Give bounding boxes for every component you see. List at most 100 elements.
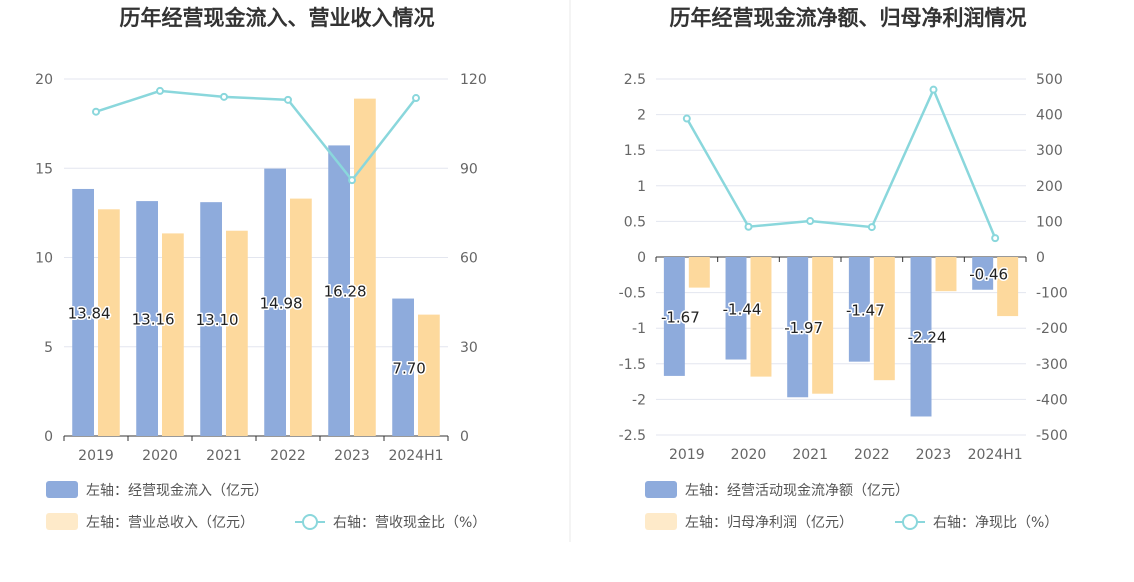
chart2-data-label: -1.67 [661, 308, 700, 326]
chart1-right-tick-label: 60 [460, 251, 478, 267]
chart1-x-tick-label: 2019 [78, 448, 114, 464]
chart2-right-tick-label: -100 [1036, 286, 1068, 302]
chart2-left-tick-label: 2 [637, 108, 646, 124]
chart1-bar-series1 [200, 202, 222, 436]
chart2-right-tick-label: -200 [1036, 321, 1068, 337]
chart1-right-tick-label: 30 [460, 340, 478, 356]
chart2-data-label: -0.46 [969, 265, 1008, 283]
chart2-x-tick-label: 2022 [854, 447, 890, 463]
chart2-left-tick-label: -0.5 [619, 286, 646, 302]
chart1-ratio-point [220, 92, 228, 101]
chart1-data-label: 7.70 [392, 359, 425, 377]
chart1-ratio-line [95, 89, 417, 183]
chart2-left-tick-label: -2.5 [619, 428, 646, 444]
chart1-left-tick-label: 20 [35, 72, 53, 88]
chart2-bar-series1 [663, 257, 685, 376]
chart2-x-tick-label: 2021 [792, 447, 828, 463]
chart2-ratio-point [867, 223, 876, 232]
chart1-left-tick-label: 15 [35, 161, 53, 177]
chart2-ratio-point [682, 114, 691, 123]
chart2-bar-series1 [972, 257, 994, 290]
chart2-right-tick-label: 200 [1036, 179, 1063, 195]
chart2-legend-swatch-series2 [645, 513, 677, 530]
chart2-right-tick-label: 300 [1036, 143, 1063, 159]
chart2-left-tick-label: 0.5 [624, 214, 646, 230]
chart2-ratio-point [806, 217, 815, 226]
chart1-ratio-point [348, 176, 356, 185]
chart2-legend-series2: 左轴：归母净利润（亿元） [685, 514, 853, 531]
chart2-right-tick-label: -500 [1036, 428, 1068, 444]
chart2-left-tick-label: 2.5 [624, 72, 646, 88]
chart2-bar-series2 [997, 257, 1019, 317]
chart1-bar-series1 [392, 298, 414, 436]
chart1-right-tick-label: 90 [460, 161, 478, 177]
chart1-x-tick-label: 2021 [206, 448, 242, 464]
chart2-x-tick-label: 2019 [669, 447, 705, 463]
chart2-legend-series1: 左轴：经营活动现金流净额（亿元） [685, 483, 909, 499]
chart2-bar-series1 [787, 257, 809, 398]
chart2-bar-series1 [725, 257, 747, 360]
chart1-bar-series2 [290, 198, 312, 436]
chart2-bar-series2 [935, 257, 957, 292]
chart1-bar-series2 [418, 314, 440, 436]
chart2-left-tick-label: 1 [637, 179, 646, 195]
chart2-bar-series1 [848, 257, 870, 362]
chart1-data-label: 13.84 [68, 304, 111, 322]
chart1-bar-series2 [98, 209, 120, 436]
chart1-title: 历年经营现金流入、营业收入情况 [120, 6, 435, 30]
chart1-left-tick-label: 5 [44, 340, 53, 356]
chart2-data-label: -1.97 [784, 319, 823, 337]
chart1-bar-series2 [162, 233, 184, 436]
chart1-data-label: 14.98 [260, 294, 303, 312]
chart1-ratio-point [412, 94, 420, 103]
chart2-x-tick-label: 2020 [731, 447, 767, 463]
chart2-legend-swatch-series1 [645, 481, 677, 498]
chart1-ratio-point [156, 86, 164, 95]
chart1-left-tick-label: 10 [35, 251, 53, 267]
chart1-right-tick-label: 0 [460, 429, 469, 445]
chart1-legend-swatch-series2 [46, 513, 78, 530]
chart2-bar-series1 [910, 257, 932, 417]
chart1-bar-series2 [354, 98, 376, 436]
chart1-data-label: 16.28 [324, 283, 367, 301]
chart1-legend-swatch-series1 [46, 481, 78, 498]
chart2-ratio-point [991, 234, 1000, 243]
chart1-right-tick-label: 120 [460, 72, 487, 88]
chart1-legend-series2: 左轴：营业总收入（亿元） [86, 515, 254, 531]
chart2-data-label: -2.24 [908, 329, 947, 347]
chart2-right-tick-label: 500 [1036, 72, 1063, 88]
chart1-bar-series1 [264, 168, 286, 436]
chart1-bar-series1 [72, 188, 94, 436]
chart1-data-label: 13.16 [132, 311, 175, 329]
chart1-x-tick-label: 2022 [270, 448, 306, 464]
chart2-bar-series2 [873, 257, 895, 381]
chart2-right-tick-label: -400 [1036, 392, 1068, 408]
chart1-ratio-point [284, 95, 292, 104]
chart1-data-label: 13.10 [196, 311, 239, 329]
chart2-left-tick-label: 0 [637, 250, 646, 266]
chart1-bar-series1 [136, 201, 158, 436]
chart2-ratio-point [929, 85, 938, 94]
chart2-right-tick-label: 400 [1036, 108, 1063, 124]
chart1-ratio-point [92, 107, 100, 116]
chart2-left-tick-label: -1.5 [619, 357, 646, 373]
chart1-legend-series1: 左轴：经营现金流入（亿元） [86, 483, 268, 499]
chart2-right-tick-label: -300 [1036, 357, 1068, 373]
chart1-bar-series1 [328, 145, 350, 437]
chart1-x-tick-label: 2023 [334, 448, 370, 464]
chart2-bar-series2 [812, 257, 834, 394]
chart2-x-tick-label: 2024H1 [968, 447, 1023, 463]
chart2-left-tick-label: 1.5 [624, 143, 646, 159]
chart2-legend-series3: 右轴：净现比（%） [933, 515, 1058, 531]
chart2-title: 历年经营现金流净额、归母净利润情况 [670, 6, 1027, 30]
chart2-bar-series2 [688, 257, 710, 288]
chart1-legend-series3: 右轴：营收现金比（%） [333, 515, 486, 531]
chart1-bar-series2 [226, 230, 248, 436]
chart2-bar-series2 [750, 257, 772, 377]
chart1-legend-line-marker [302, 514, 318, 530]
chart1-left-tick-label: 0 [44, 429, 53, 445]
chart2-ratio-point [744, 222, 753, 231]
chart1-x-tick-label: 2024H1 [388, 448, 443, 464]
